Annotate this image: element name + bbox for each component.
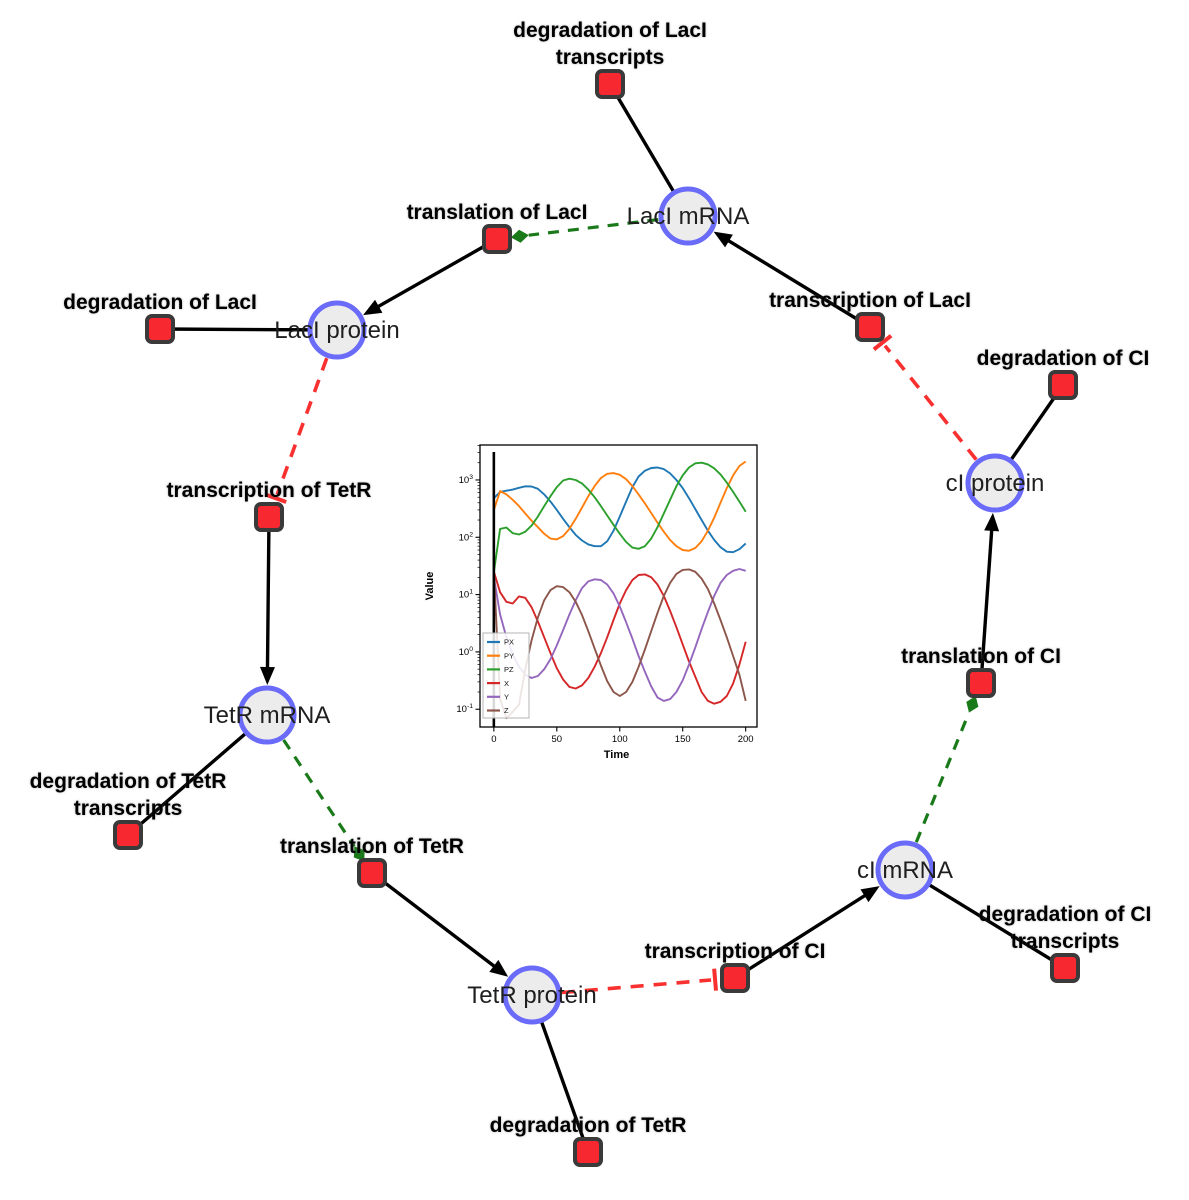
plot-series-X xyxy=(492,571,747,705)
edge-transc_tetr-tetr_mrna-arrowhead xyxy=(259,666,275,686)
reaction-node-transc_tetr xyxy=(254,502,284,532)
edge-tetr_protein-transc_ci xyxy=(561,978,712,995)
plot-series-Y xyxy=(492,568,746,702)
reaction-label-transc_laci: transcription of LacI xyxy=(769,289,971,312)
plot-series-PY xyxy=(492,460,747,552)
simulation-plot: 103 102 101 100 10-1 0 50 100 150 200 Time Value PX P… xyxy=(424,444,758,761)
legend-entry-X: X xyxy=(504,679,509,688)
reaction-label-deg_tetr_tx: degradation of TetR xyxy=(30,770,227,793)
edge-tetr_mrna-transl_tetr-arrowhead xyxy=(353,846,365,862)
species-label-ci_mrna: cI mRNA xyxy=(857,857,953,884)
reaction-label-deg_ci: degradation of CI xyxy=(977,347,1150,370)
plot-axis-box xyxy=(479,444,758,728)
edge-transc_ci-ci_mrna-arrowhead xyxy=(860,886,880,903)
species-label-tetr_mrna: TetR mRNA xyxy=(204,702,331,729)
species-label-tetr_protein: TetR protein xyxy=(467,982,596,1009)
reaction-label-transl_ci: translation of CI xyxy=(901,645,1061,668)
reaction-node-transl_ci xyxy=(966,668,996,698)
reaction-node-deg_laci xyxy=(145,314,175,344)
plot-series-PZ xyxy=(492,461,747,572)
reaction-label-deg_tetr_tx: transcripts xyxy=(74,797,183,820)
species-label-laci_mrna: LacI mRNA xyxy=(627,203,750,230)
reaction-label-deg_laci: degradation of LacI xyxy=(63,291,257,314)
edge-transc_laci-laci_mrna-arrowhead xyxy=(713,231,733,248)
reaction-node-transl_laci xyxy=(482,224,512,254)
reaction-node-deg_laci_tx xyxy=(595,69,625,99)
reaction-label-deg_ci_tx: degradation of CI xyxy=(979,903,1152,926)
edge-transl_tetr-tetr_protein xyxy=(370,871,498,970)
y-tick-label--1: 10-1 xyxy=(456,703,473,715)
edge-transl_laci-laci_protein-arrowhead xyxy=(363,299,383,316)
y-tick-label-2: 102 xyxy=(459,531,474,543)
species-node-ci_protein xyxy=(965,453,1025,513)
edge-transc_laci-laci_mrna xyxy=(725,237,871,329)
x-tick-label-50: 50 xyxy=(552,734,563,745)
legend-entry-PZ: PZ xyxy=(504,665,514,674)
legend xyxy=(482,632,530,719)
y-tick-label-0: 100 xyxy=(459,646,474,658)
legend-entry-PY: PY xyxy=(504,651,514,660)
plot-series-PX xyxy=(493,466,747,554)
reaction-node-deg_tetr_tx xyxy=(113,820,143,850)
edge-transl_ci-ci_protein-arrowhead xyxy=(984,512,1000,532)
edge-tetr_mrna-transl_tetr xyxy=(282,739,356,848)
x-tick-label-150: 150 xyxy=(675,734,691,745)
reaction-label-deg_ci_tx: transcripts xyxy=(1011,930,1120,953)
species-node-ci_mrna xyxy=(875,840,935,900)
reaction-label-transl_laci: translation of LacI xyxy=(407,201,588,224)
nodes-layer xyxy=(113,69,1080,1167)
edge-transc_ci-ci_mrna xyxy=(734,892,868,980)
edge-transl_ci-ci_protein xyxy=(979,527,994,684)
reaction-node-transc_ci xyxy=(720,963,750,993)
x-tick-label-200: 200 xyxy=(738,734,754,745)
edge-ci_mrna-deg_ci_tx xyxy=(904,868,1066,970)
edge-ci_protein-transc_laci-tbar xyxy=(872,334,893,352)
edge-laci_protein-deg_laci xyxy=(159,327,338,332)
edge-ci_protein-transc_laci xyxy=(883,344,978,461)
edge-tetr_mrna-deg_tetr_tx xyxy=(126,713,269,837)
species-label-ci_protein: cI protein xyxy=(946,470,1045,497)
reaction-node-transc_laci xyxy=(855,312,885,342)
reaction-label-deg_laci_tx: degradation of LacI xyxy=(513,19,707,42)
edge-ci_mrna-transl_ci xyxy=(914,712,971,843)
edge-transl_tetr-tetr_protein-arrowhead xyxy=(489,959,509,977)
edge-ci_mrna-transl_ci-arrowhead xyxy=(966,695,979,713)
reaction-label-transc_ci: transcription of CI xyxy=(645,940,826,963)
edge-laci_mrna-transl_laci xyxy=(528,217,659,237)
edge-laci_protein-transc_tetr xyxy=(275,357,329,496)
y-tick-label-1: 101 xyxy=(459,589,474,601)
edge-laci_protein-transc_tetr-tbar xyxy=(264,492,287,504)
reaction-label-deg_laci_tx: transcripts xyxy=(556,46,665,69)
reaction-label-transc_tetr: transcription of TetR xyxy=(167,479,372,502)
legend-entry-PX: PX xyxy=(504,638,514,647)
reaction-node-transl_tetr xyxy=(357,858,387,888)
y-axis-label: Value xyxy=(424,572,436,601)
edge-transc_tetr-tetr_mrna xyxy=(265,516,271,671)
plot-series-Z xyxy=(492,568,747,720)
reaction-node-deg_ci xyxy=(1048,370,1078,400)
edge-laci_mrna-transl_laci-arrowhead xyxy=(510,229,529,243)
legend-entry-Z: Z xyxy=(504,706,509,715)
species-node-tetr_mrna xyxy=(237,685,297,745)
reaction-node-deg_ci_tx xyxy=(1050,953,1080,983)
legend-entry-Y: Y xyxy=(504,693,509,702)
edge-tetr_protein-transc_ci-tbar xyxy=(712,968,718,991)
reaction-label-deg_tetr: degradation of TetR xyxy=(490,1114,687,1137)
species-node-laci_mrna xyxy=(658,186,718,246)
species-node-laci_protein xyxy=(307,300,367,360)
x-tick-label-0: 0 xyxy=(491,734,496,745)
x-tick-label-100: 100 xyxy=(612,734,628,745)
labels-layer: degradation of LacI transcripts translatio… xyxy=(30,19,1152,1137)
reaction-label-transl_tetr: translation of TetR xyxy=(280,835,464,858)
species-node-tetr_protein xyxy=(502,965,562,1025)
reaction-node-deg_tetr xyxy=(573,1137,603,1167)
species-label-laci_protein: LacI protein xyxy=(274,317,399,344)
x-axis-label: Time xyxy=(604,749,629,761)
edge-transl_laci-laci_protein xyxy=(375,237,498,310)
y-tick-label-3: 103 xyxy=(459,474,474,486)
